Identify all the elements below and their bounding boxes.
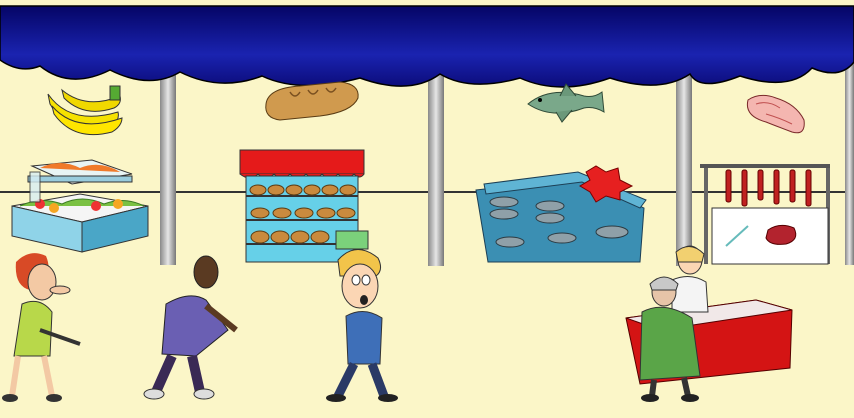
butcher-counter bbox=[700, 164, 830, 265]
shopper-woman-red-hair bbox=[2, 253, 81, 402]
meat-icon bbox=[746, 94, 805, 134]
shopper-old-woman bbox=[639, 276, 701, 402]
banana-icon bbox=[47, 85, 123, 136]
bakery-sign-board bbox=[335, 230, 369, 250]
fish-counter bbox=[475, 171, 647, 263]
fish-icon bbox=[527, 83, 605, 123]
shopper-boy-blond bbox=[326, 249, 398, 402]
store-poles bbox=[160, 60, 854, 266]
price-tag-burst bbox=[579, 165, 634, 203]
blue-awning bbox=[0, 5, 854, 88]
shopper-man-dark bbox=[143, 255, 238, 400]
fruit-stand bbox=[11, 159, 149, 253]
bakery-shelf bbox=[239, 149, 365, 263]
cashier bbox=[671, 245, 709, 313]
bread-icon bbox=[265, 81, 359, 121]
